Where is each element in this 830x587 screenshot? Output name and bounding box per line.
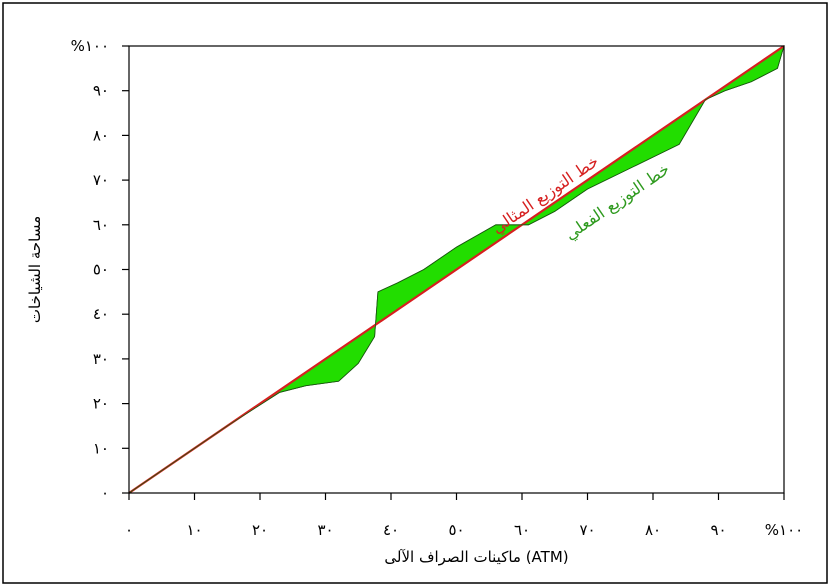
x-tick-label: ٥٠ (448, 521, 464, 539)
x-axis-ticks: ٠ ١٠ ٢٠ ٣٠ ٤٠ ٥٠ ٦٠ ٧٠ ٨٠ ٩٠ %١٠٠ (125, 493, 803, 539)
y-tick-label: %١٠٠ (71, 37, 109, 55)
x-tick-label: ٨٠ (645, 521, 661, 539)
x-tick-label: ٠ (125, 521, 133, 539)
y-tick-label: ٧٠ (93, 171, 109, 189)
x-axis-label: ماكينات الصراف الآلى (ATM) (384, 548, 568, 566)
y-tick-label: ٩٠ (93, 82, 109, 100)
y-tick-label: ٨٠ (93, 126, 109, 144)
x-tick-label: ٧٠ (579, 521, 595, 539)
y-tick-label: ٠ (101, 484, 109, 502)
x-tick-label: ٢٠ (252, 521, 268, 539)
actual-distribution-line (128, 45, 785, 494)
y-tick-label: ٣٠ (93, 350, 109, 368)
x-tick-label: %١٠٠ (765, 521, 803, 539)
y-tick-label: ٢٠ (93, 395, 109, 413)
x-tick-label: ١٠ (186, 521, 202, 539)
x-tick-label: ٣٠ (317, 521, 333, 539)
y-axis-label: مساحة الشياخات (26, 216, 44, 323)
x-tick-label: ٩٠ (710, 521, 726, 539)
x-tick-label: ٤٠ (383, 521, 399, 539)
x-tick-label: ٦٠ (514, 521, 530, 539)
y-tick-label: ٥٠ (93, 261, 109, 279)
y-axis-ticks: ٠ ١٠ ٢٠ ٣٠ ٤٠ ٥٠ ٦٠ ٧٠ ٨٠ ٩٠ %١٠٠ (71, 37, 129, 502)
y-tick-label: ٤٠ (93, 305, 109, 323)
y-tick-label: ٦٠ (93, 216, 109, 234)
y-tick-label: ١٠ (93, 439, 109, 457)
